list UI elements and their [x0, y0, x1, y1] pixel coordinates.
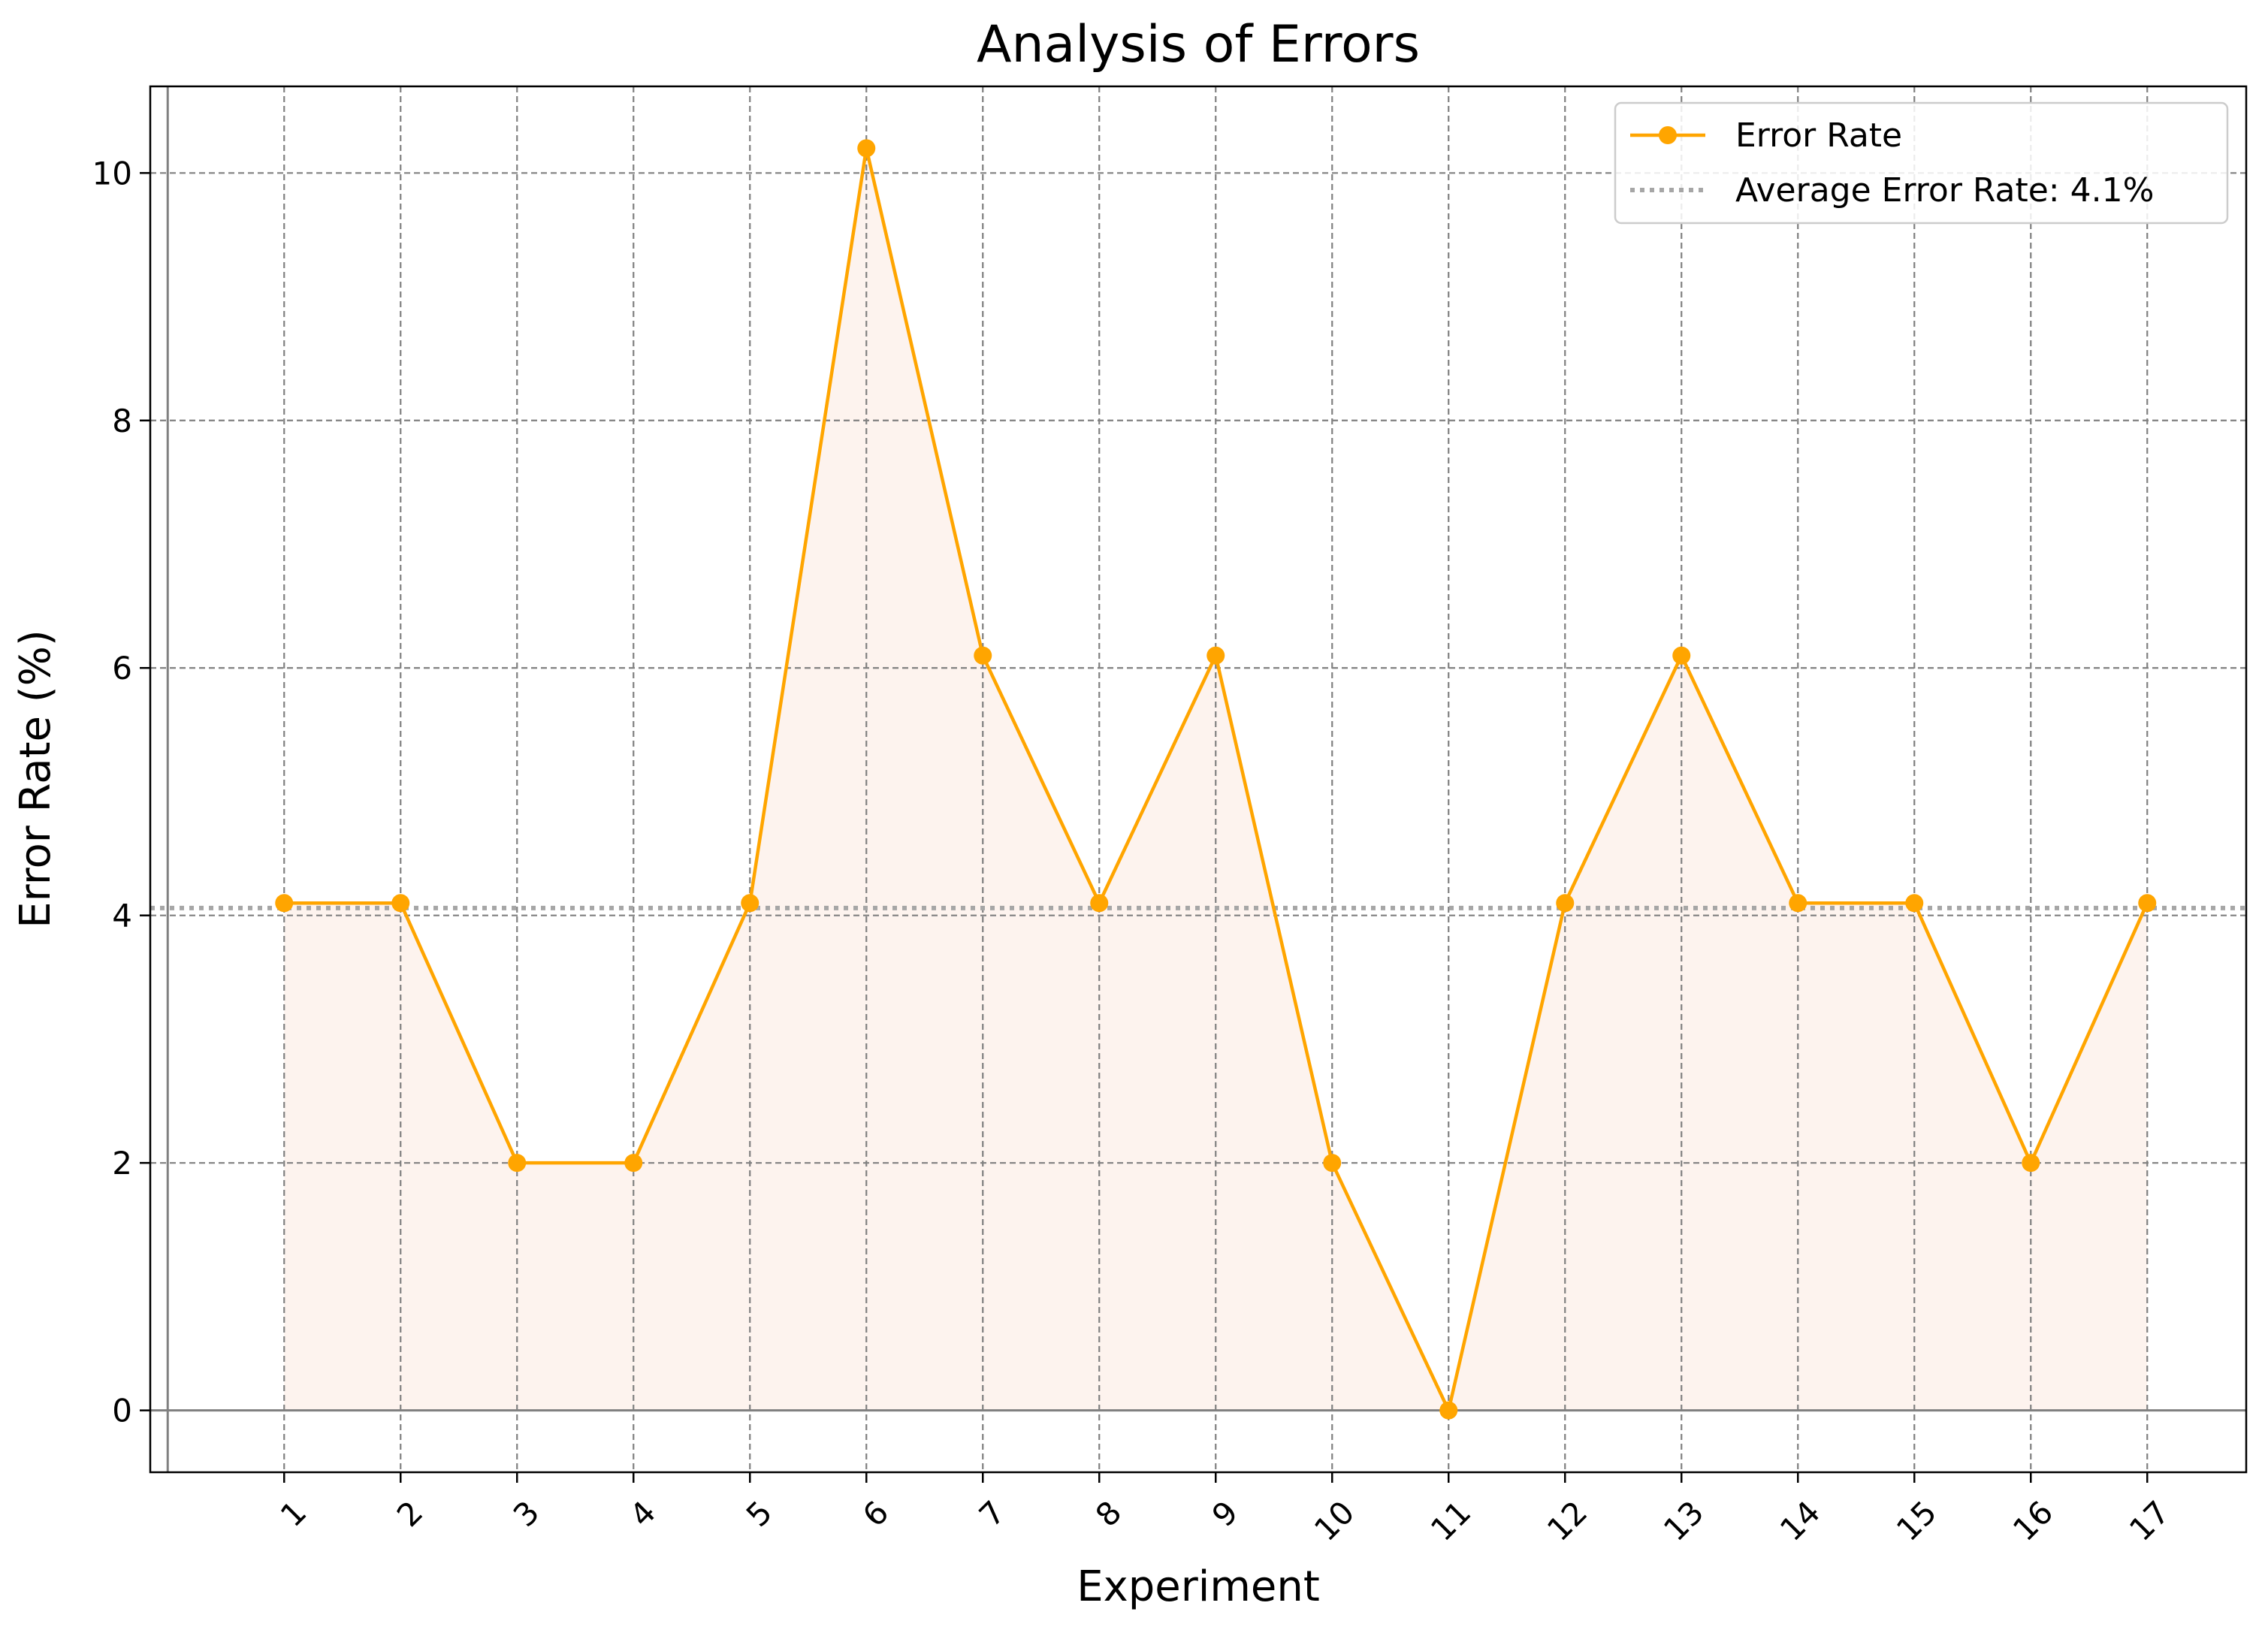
y-tick-label: 8 — [112, 403, 132, 439]
data-point — [974, 646, 992, 665]
data-point — [508, 1154, 527, 1173]
data-point — [857, 139, 876, 158]
legend-swatch-error-rate-marker — [1659, 126, 1677, 144]
legend-label-error-rate: Error Rate — [1735, 116, 1902, 155]
chart-title: Analysis of Errors — [977, 15, 1420, 74]
data-point — [741, 894, 760, 913]
legend-box — [1614, 101, 2229, 225]
data-point — [1905, 894, 1924, 913]
data-point — [1206, 646, 1225, 665]
y-tick-label: 4 — [112, 898, 132, 934]
plot-area — [150, 86, 2246, 1472]
data-point — [1090, 894, 1109, 913]
grid — [150, 86, 2246, 1472]
data-point — [2138, 894, 2157, 913]
data-point — [275, 894, 294, 913]
legend-label-average: Average Error Rate: 4.1% — [1735, 171, 2154, 210]
y-tick-label: 10 — [92, 155, 132, 192]
data-point — [1323, 1154, 1342, 1173]
x-axis-label: Experiment — [1077, 1562, 1320, 1611]
data-point — [1439, 1401, 1458, 1420]
y-tick-label: 6 — [112, 650, 132, 687]
y-axis-label: Error Rate (%) — [11, 629, 60, 928]
y-tick-label: 0 — [112, 1393, 132, 1429]
data-point — [624, 1154, 643, 1173]
data-point — [2022, 1154, 2040, 1173]
data-point — [1672, 646, 1691, 665]
data-marks — [150, 139, 2246, 1420]
data-point — [391, 894, 410, 913]
axes-frame — [149, 85, 2248, 1474]
legend: Error Rate Average Error Rate: 4.1% — [1614, 101, 2229, 225]
data-point — [1556, 894, 1575, 913]
y-tick-label: 2 — [112, 1145, 132, 1182]
data-point — [1789, 894, 1807, 913]
